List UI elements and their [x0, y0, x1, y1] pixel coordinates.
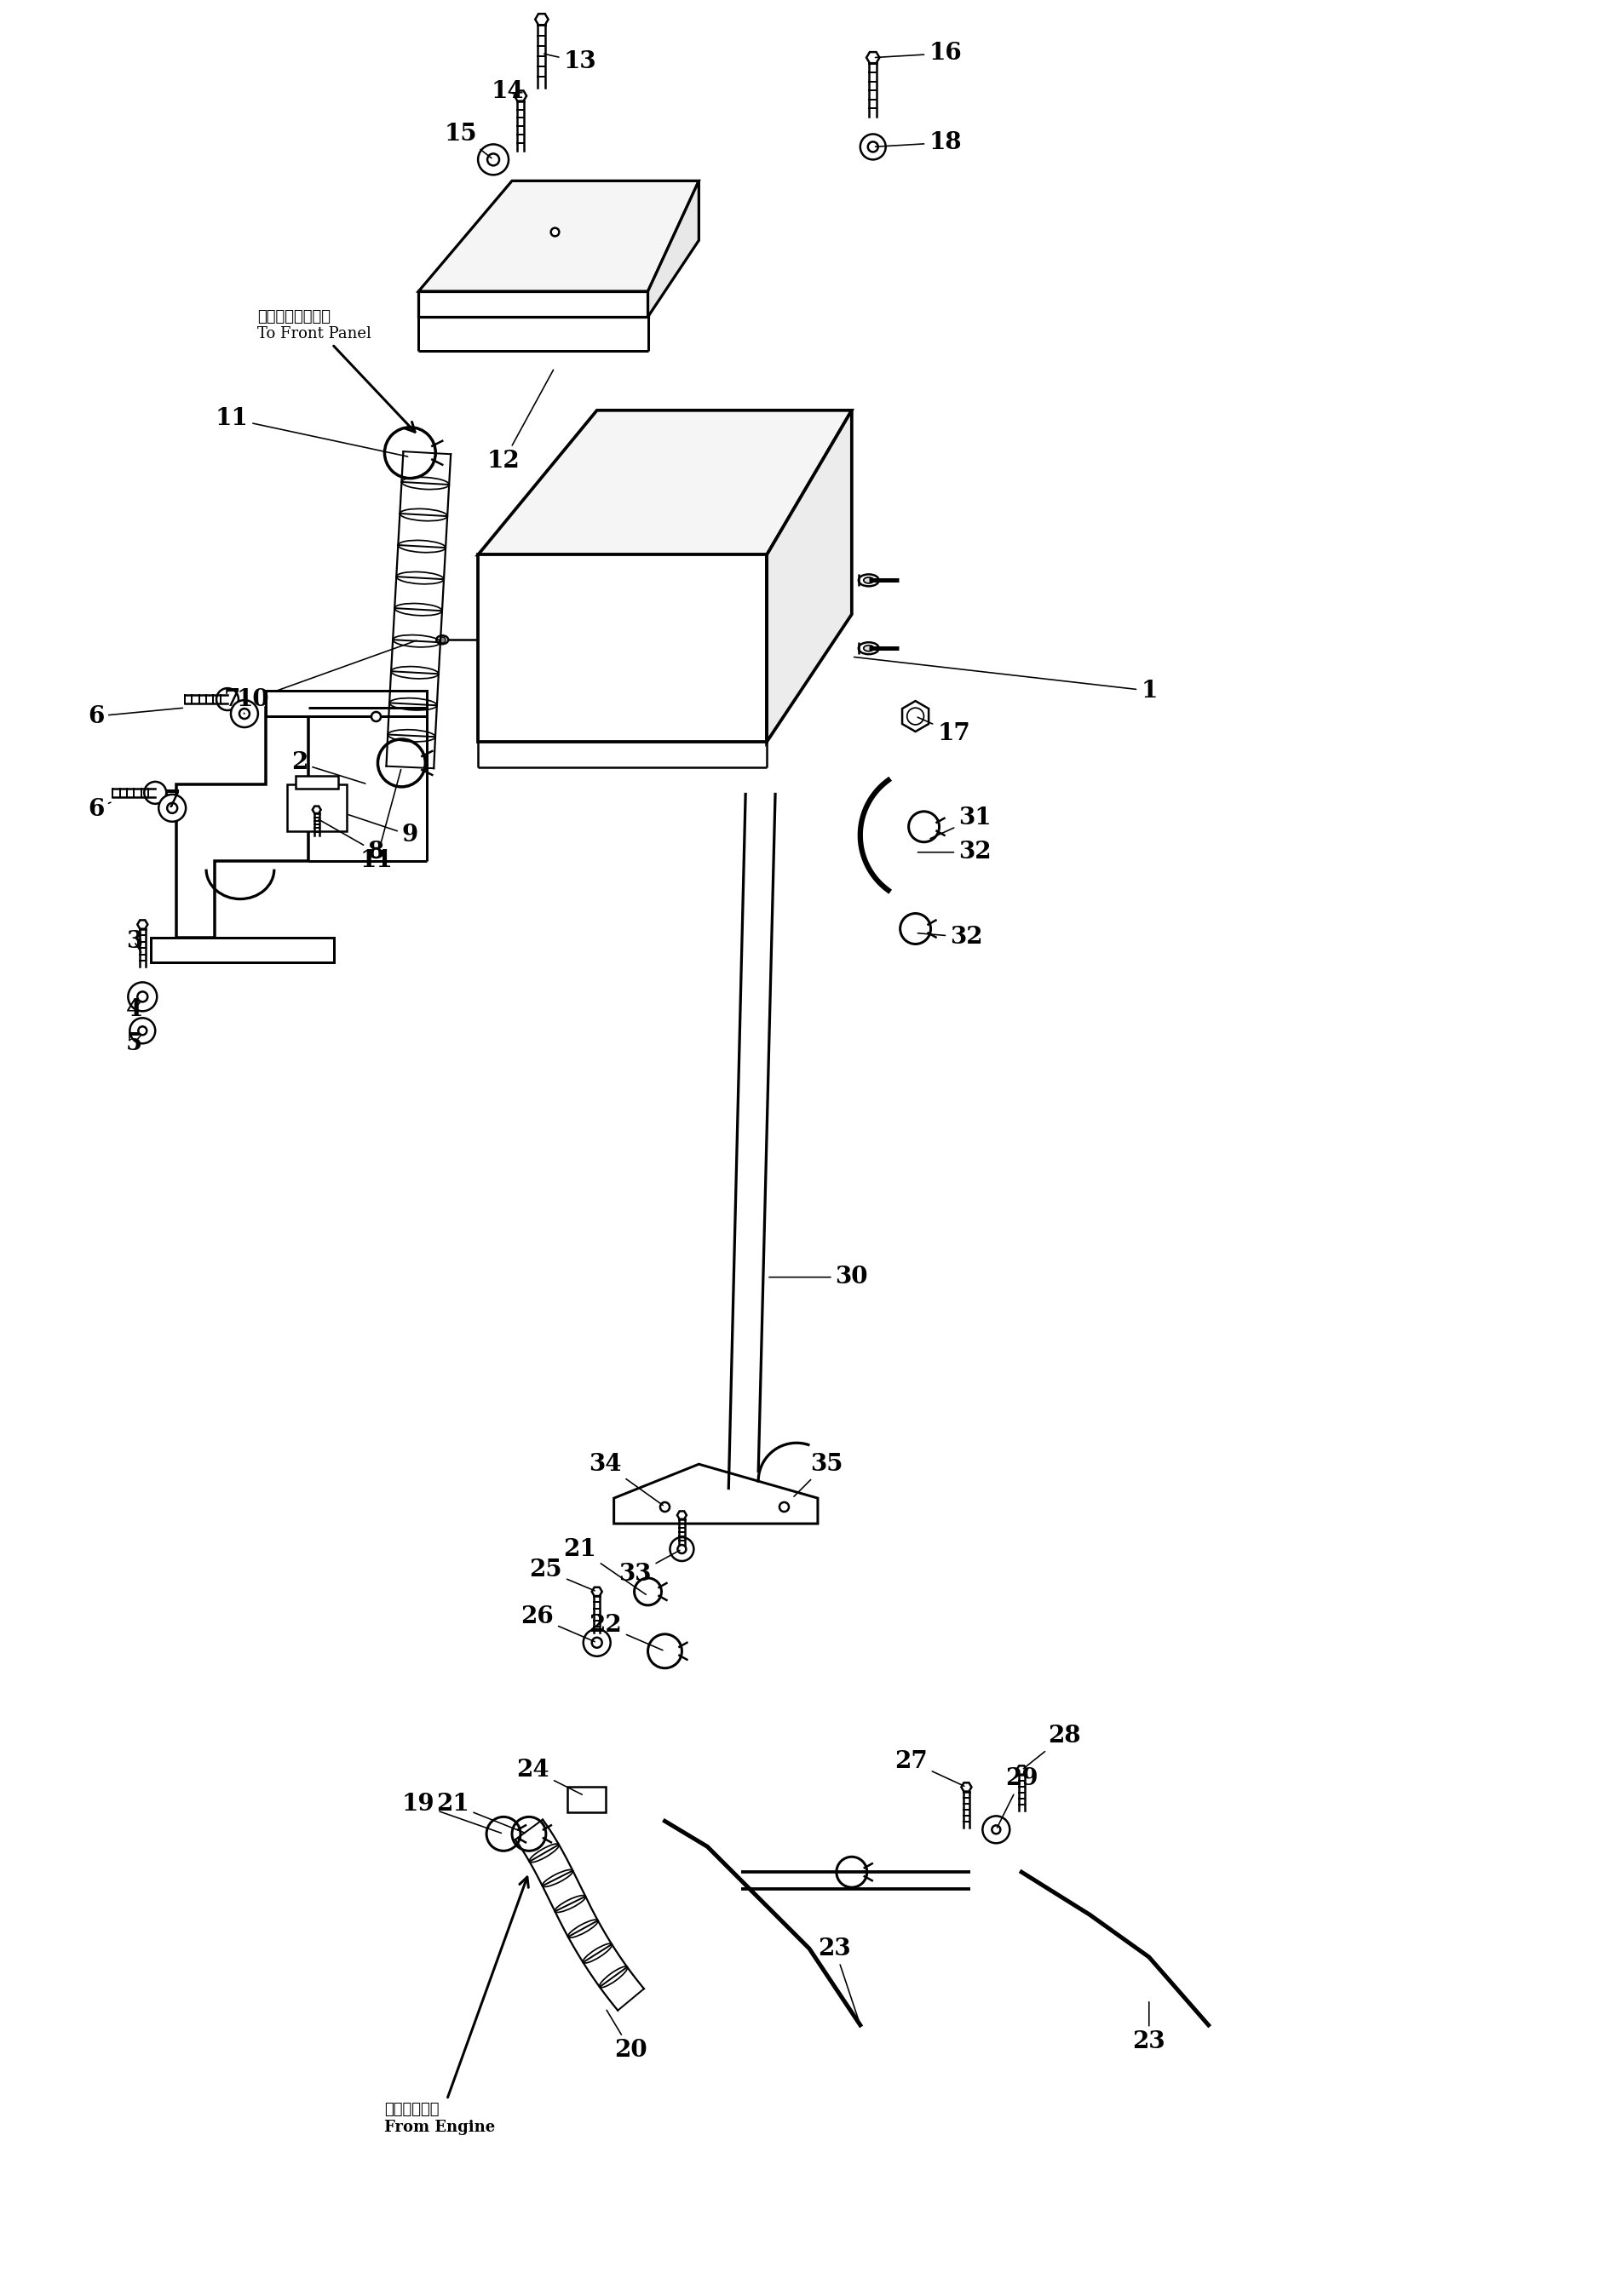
Circle shape: [584, 1630, 611, 1655]
Text: 33: 33: [619, 1550, 680, 1587]
Text: 19: 19: [401, 1793, 500, 1832]
Polygon shape: [176, 707, 309, 937]
Text: 3: 3: [126, 930, 142, 953]
Text: 7: 7: [224, 689, 245, 714]
Text: 30: 30: [769, 1265, 868, 1288]
Text: 1: 1: [854, 657, 1158, 703]
Circle shape: [860, 133, 886, 161]
Circle shape: [678, 1545, 686, 1554]
Ellipse shape: [437, 636, 448, 643]
Text: 18: 18: [875, 131, 961, 154]
Circle shape: [478, 145, 508, 174]
Bar: [568, 1786, 606, 1812]
Text: 21: 21: [563, 1538, 646, 1593]
Circle shape: [488, 154, 499, 165]
Text: 31: 31: [931, 806, 991, 838]
Text: 25: 25: [529, 1559, 595, 1591]
Polygon shape: [902, 700, 929, 732]
Polygon shape: [419, 181, 699, 292]
Polygon shape: [478, 556, 768, 742]
Text: 7: 7: [165, 790, 181, 813]
Polygon shape: [419, 292, 648, 317]
Text: 4: 4: [126, 999, 142, 1022]
Text: 11: 11: [216, 406, 408, 457]
Text: 21: 21: [437, 1793, 524, 1832]
Polygon shape: [1017, 1766, 1027, 1775]
Circle shape: [168, 804, 177, 813]
Text: フロントパネルへ
To Front Panel: フロントパネルへ To Front Panel: [257, 308, 416, 432]
Polygon shape: [867, 53, 879, 64]
Text: 13: 13: [544, 51, 596, 73]
Circle shape: [216, 689, 238, 709]
Circle shape: [128, 983, 157, 1010]
Text: 26: 26: [521, 1605, 595, 1642]
Text: 35: 35: [795, 1453, 843, 1497]
Polygon shape: [515, 90, 526, 101]
Text: 29: 29: [998, 1768, 1038, 1828]
Ellipse shape: [863, 645, 873, 652]
Circle shape: [138, 992, 147, 1001]
Text: 9: 9: [349, 815, 419, 847]
Circle shape: [868, 142, 878, 152]
Polygon shape: [150, 937, 334, 962]
Text: 20: 20: [606, 2009, 648, 2062]
Text: エンジンから
From Engine: エンジンから From Engine: [385, 1878, 528, 2135]
Circle shape: [670, 1538, 694, 1561]
Text: 8: 8: [318, 820, 384, 863]
Text: 6: 6: [88, 799, 110, 822]
Text: 11: 11: [360, 769, 401, 872]
Bar: [286, 785, 347, 831]
Text: 14: 14: [491, 80, 524, 103]
Circle shape: [130, 1017, 155, 1042]
Circle shape: [158, 794, 185, 822]
Polygon shape: [678, 1511, 686, 1520]
Circle shape: [144, 781, 166, 804]
Circle shape: [592, 1637, 601, 1649]
Ellipse shape: [859, 643, 879, 654]
Ellipse shape: [859, 574, 879, 585]
Bar: [296, 776, 337, 788]
Circle shape: [982, 1816, 1009, 1844]
Circle shape: [230, 700, 257, 728]
Text: 24: 24: [516, 1759, 582, 1795]
Text: 23: 23: [1132, 2002, 1166, 2053]
Polygon shape: [592, 1587, 603, 1596]
Polygon shape: [536, 14, 548, 25]
Text: 17: 17: [918, 716, 971, 744]
Text: 23: 23: [819, 1938, 860, 2023]
Circle shape: [240, 709, 249, 719]
Text: 16: 16: [875, 41, 961, 64]
Polygon shape: [312, 806, 321, 813]
Text: 2: 2: [291, 751, 365, 783]
Text: 32: 32: [918, 925, 983, 948]
Text: 5: 5: [126, 1031, 142, 1054]
Polygon shape: [768, 411, 852, 742]
Text: 6: 6: [88, 705, 182, 728]
Polygon shape: [614, 1465, 817, 1525]
Polygon shape: [138, 921, 147, 930]
Polygon shape: [648, 181, 699, 317]
Text: 12: 12: [488, 370, 553, 473]
Text: 34: 34: [588, 1453, 664, 1506]
Circle shape: [991, 1825, 1001, 1835]
Text: 32: 32: [918, 840, 991, 863]
Text: 28: 28: [1023, 1724, 1081, 1768]
Polygon shape: [478, 411, 852, 556]
Circle shape: [138, 1026, 147, 1035]
Polygon shape: [265, 691, 427, 716]
Polygon shape: [961, 1782, 972, 1791]
Text: 22: 22: [588, 1614, 662, 1651]
Text: 27: 27: [895, 1750, 964, 1786]
Text: 10: 10: [237, 641, 416, 712]
Text: 15: 15: [445, 122, 491, 158]
Ellipse shape: [863, 576, 873, 583]
